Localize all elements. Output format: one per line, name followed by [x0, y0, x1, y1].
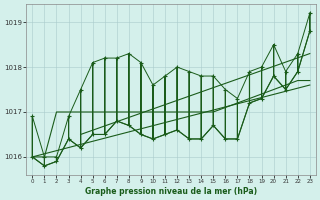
- Point: [174, 128, 180, 132]
- Point: [163, 133, 168, 136]
- Point: [30, 115, 35, 118]
- Point: [42, 164, 47, 168]
- Point: [259, 97, 264, 100]
- Point: [126, 124, 132, 127]
- Point: [54, 160, 59, 163]
- Point: [90, 133, 95, 136]
- Point: [235, 97, 240, 100]
- Point: [102, 56, 107, 60]
- Point: [90, 61, 95, 64]
- Point: [114, 56, 119, 60]
- Point: [102, 133, 107, 136]
- Point: [66, 137, 71, 141]
- Point: [199, 137, 204, 141]
- Point: [211, 74, 216, 78]
- Point: [295, 52, 300, 55]
- Point: [295, 70, 300, 73]
- Point: [223, 88, 228, 91]
- Point: [247, 70, 252, 73]
- X-axis label: Graphe pression niveau de la mer (hPa): Graphe pression niveau de la mer (hPa): [85, 187, 257, 196]
- Point: [42, 155, 47, 159]
- Point: [223, 137, 228, 141]
- Point: [78, 146, 83, 150]
- Point: [66, 115, 71, 118]
- Point: [247, 101, 252, 105]
- Point: [307, 12, 312, 15]
- Point: [138, 61, 143, 64]
- Point: [259, 65, 264, 69]
- Point: [78, 88, 83, 91]
- Point: [174, 65, 180, 69]
- Point: [54, 155, 59, 159]
- Point: [199, 74, 204, 78]
- Point: [30, 155, 35, 159]
- Point: [307, 30, 312, 33]
- Point: [114, 119, 119, 123]
- Point: [163, 74, 168, 78]
- Point: [283, 70, 288, 73]
- Point: [271, 74, 276, 78]
- Point: [187, 70, 192, 73]
- Point: [150, 83, 156, 87]
- Point: [187, 137, 192, 141]
- Point: [150, 137, 156, 141]
- Point: [283, 88, 288, 91]
- Point: [138, 133, 143, 136]
- Point: [211, 124, 216, 127]
- Point: [235, 137, 240, 141]
- Point: [271, 43, 276, 46]
- Point: [126, 52, 132, 55]
